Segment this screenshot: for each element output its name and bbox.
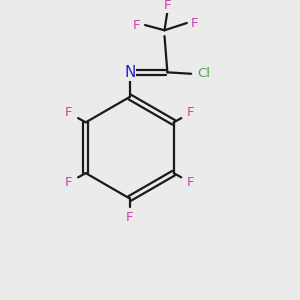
Text: Cl: Cl <box>197 67 210 80</box>
Text: F: F <box>164 0 171 12</box>
Text: F: F <box>187 176 194 189</box>
Text: F: F <box>65 106 73 119</box>
Text: F: F <box>65 176 73 189</box>
Text: F: F <box>187 106 194 119</box>
Text: F: F <box>133 19 141 32</box>
Text: F: F <box>126 211 134 224</box>
Text: F: F <box>191 16 199 29</box>
Text: N: N <box>124 65 135 80</box>
